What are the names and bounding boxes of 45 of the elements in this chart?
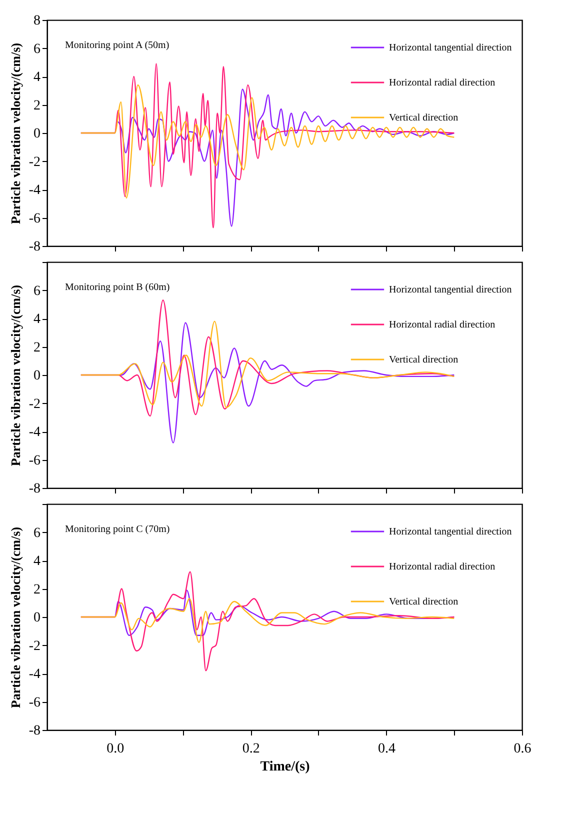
y-tick-label: 6	[34, 42, 40, 57]
legend-label: Horizontal radial direction	[389, 320, 496, 330]
y-tick-label: -4	[28, 667, 40, 682]
y-axis-title: Particle vibration velocity/(cm/s)	[8, 284, 23, 466]
legend-label: Horizontal tangential direction	[389, 526, 512, 538]
annotation: Monitoring point C (70m)	[65, 524, 170, 535]
y-tick-label: -8	[28, 240, 40, 254]
y-tick-label: -8	[28, 724, 40, 738]
y-tick-label: 2	[34, 340, 40, 356]
y-tick-label: 0	[34, 126, 40, 142]
y-tick-label: 2	[34, 582, 40, 598]
y-tick-label: 0	[34, 368, 40, 384]
y-tick-label: -2	[28, 638, 40, 654]
y-tick-label: -6	[28, 211, 40, 226]
legend-label: Horizontal tangential direction	[389, 284, 512, 296]
y-tick-label: -4	[28, 425, 40, 440]
y-tick-label: 6	[34, 284, 40, 299]
y-tick-label: 4	[34, 554, 40, 569]
y-tick-label: -2	[28, 154, 40, 170]
legend-label: Horizontal radial direction	[389, 78, 496, 88]
y-tick-label: 8	[34, 14, 40, 28]
x-tick-label: 0.2	[242, 742, 260, 756]
y-tick-label: -4	[28, 183, 40, 198]
x-tick-label: 0.0	[106, 742, 124, 756]
y-tick-label: 4	[34, 70, 40, 85]
y-axis-title: Particle vibration velocity/(cm/s)	[8, 526, 23, 708]
y-tick-label: 4	[34, 312, 40, 327]
x-tick-label: 0.6	[514, 742, 532, 756]
legend-label: Horizontal radial direction	[389, 562, 496, 572]
annotation: Monitoring point B (60m)	[65, 282, 170, 293]
legend-label: Vertical direction	[389, 354, 458, 366]
legend-label: Horizontal tangential direction	[389, 42, 512, 54]
y-axis-title: Particle vibration velocity/(cm/s)	[8, 42, 23, 224]
y-tick-label: -6	[28, 453, 40, 468]
x-tick-label: 0.4	[378, 742, 396, 756]
legend-label: Vertical direction	[389, 112, 458, 124]
y-tick-label: 0	[34, 610, 40, 626]
y-tick-label: -6	[28, 695, 40, 710]
y-tick-label: -2	[28, 396, 40, 412]
x-axis-title: Time/(s)	[260, 760, 310, 774]
y-tick-label: 2	[34, 98, 40, 114]
y-tick-label: 6	[34, 526, 40, 541]
legend-label: Vertical direction	[389, 596, 458, 608]
y-tick-label: -8	[28, 482, 40, 496]
annotation: Monitoring point A (50m)	[65, 40, 170, 51]
